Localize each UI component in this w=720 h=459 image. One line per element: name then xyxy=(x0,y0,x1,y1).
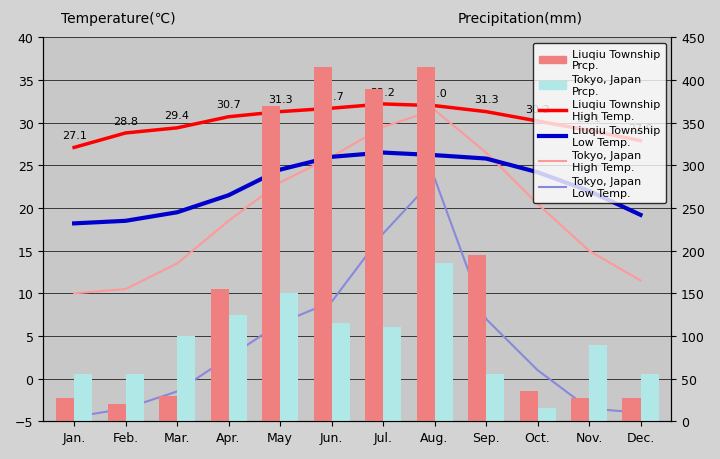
Bar xyxy=(520,392,538,421)
Bar xyxy=(641,375,659,421)
Text: 27.9: 27.9 xyxy=(628,124,653,134)
Bar xyxy=(486,375,504,421)
Bar xyxy=(262,106,280,421)
Text: 32.2: 32.2 xyxy=(371,87,395,97)
Text: 30.2: 30.2 xyxy=(525,104,550,114)
Bar xyxy=(435,264,453,421)
Bar xyxy=(313,68,332,421)
Text: 30.7: 30.7 xyxy=(216,100,241,110)
Text: Temperature(℃): Temperature(℃) xyxy=(61,11,176,25)
Legend: Liuqiu Township
Prcp., Tokyo, Japan
Prcp., Liuqiu Township
High Temp., Liuqiu To: Liuqiu Township Prcp., Tokyo, Japan Prcp… xyxy=(533,44,666,204)
Text: 29.1: 29.1 xyxy=(577,114,601,124)
Bar xyxy=(159,396,177,421)
Bar xyxy=(365,90,383,421)
Bar xyxy=(210,290,228,421)
Text: 28.8: 28.8 xyxy=(113,116,138,126)
Bar xyxy=(107,404,125,421)
Text: Precipitation(mm): Precipitation(mm) xyxy=(457,11,582,25)
Text: 32.0: 32.0 xyxy=(422,89,447,99)
Bar xyxy=(468,255,486,421)
Text: 27.1: 27.1 xyxy=(62,131,86,141)
Bar xyxy=(417,68,435,421)
Bar xyxy=(383,328,401,421)
Bar xyxy=(125,375,143,421)
Text: 31.3: 31.3 xyxy=(268,95,292,105)
Text: 31.3: 31.3 xyxy=(474,95,498,105)
Text: 29.4: 29.4 xyxy=(165,111,189,121)
Bar xyxy=(589,345,607,421)
Bar xyxy=(177,336,195,421)
Bar xyxy=(74,375,92,421)
Bar xyxy=(332,324,350,421)
Bar xyxy=(538,409,556,421)
Bar xyxy=(228,315,247,421)
Bar xyxy=(280,294,298,421)
Bar xyxy=(623,398,641,421)
Bar xyxy=(56,398,74,421)
Text: 31.7: 31.7 xyxy=(319,92,344,101)
Bar xyxy=(571,398,589,421)
